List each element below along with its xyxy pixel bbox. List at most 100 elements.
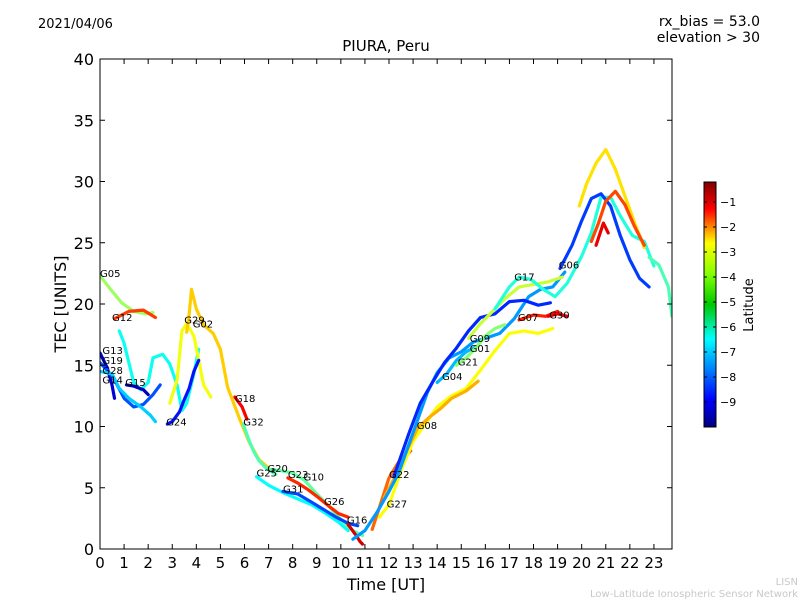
tec-track-29 [577, 148, 646, 250]
tec-track-9 [165, 358, 201, 426]
tec-track-16 [346, 522, 365, 546]
x-tick-label: 14 [428, 554, 447, 572]
colorbar-tick-label: −2 [720, 221, 736, 234]
x-tick-label: 2 [143, 554, 153, 572]
tec-track-18 [377, 326, 555, 519]
y-tick-label: 35 [74, 111, 94, 130]
tec-track-32 [647, 255, 672, 318]
x-tick-label: 18 [524, 554, 543, 572]
x-tick-label: 17 [500, 554, 519, 572]
satellite-label-g13: G13 [102, 346, 122, 357]
y-tick-label: 20 [74, 295, 94, 314]
colorbar-tick-label: −4 [720, 271, 736, 284]
satellite-label-g26: G26 [324, 497, 344, 508]
tec-track-14 [286, 476, 350, 519]
tec-track-23 [454, 323, 507, 367]
x-tick-label: 5 [216, 554, 226, 572]
colorbar-tick-label: −6 [720, 321, 736, 334]
tec-track-0 [100, 274, 155, 316]
x-axis-label: Time [UT] [346, 575, 425, 594]
colorbar-tick-label: −9 [720, 396, 736, 409]
satellite-label-g24: G24 [166, 417, 186, 428]
satellite-label-g30: G30 [549, 311, 569, 322]
elevation-label: elevation > 30 [656, 30, 760, 46]
satellite-label-g16: G16 [347, 515, 367, 526]
x-tick-label: 22 [620, 554, 639, 572]
tec-track-27 [546, 312, 569, 318]
tec-track-21 [392, 298, 552, 479]
satellite-label-g14: G14 [102, 376, 122, 387]
y-tick-label: 25 [74, 234, 94, 253]
colorbar-label: Latitude [742, 278, 757, 332]
tec-track-4 [100, 369, 157, 424]
date-label: 2021/04/06 [38, 17, 113, 32]
x-tick-label: 8 [288, 554, 298, 572]
y-axis-label: TEC [UNITS] [51, 256, 70, 354]
satellite-label-g27: G27 [387, 499, 407, 510]
satellite-label-g10: G10 [304, 472, 324, 483]
plot-frame [99, 58, 673, 550]
x-tick-label: 13 [404, 554, 423, 572]
satellite-label-g25: G25 [257, 469, 277, 480]
x-tick-label: 7 [264, 554, 274, 572]
tec-track-12 [254, 475, 350, 533]
y-tick-label: 40 [74, 50, 94, 69]
chart-info: rx_bias = 53.0 elevation > 30 [657, 14, 760, 46]
satellite-label-g20: G20 [267, 464, 287, 475]
tec-track-30 [589, 189, 646, 247]
satellite-label-g12: G12 [112, 313, 132, 324]
satellite-label-g19: G19 [102, 356, 122, 367]
x-tick-label: 0 [95, 554, 105, 572]
satellite-label-g07: G07 [518, 313, 538, 324]
tec-track-10 [233, 395, 249, 421]
x-tick-label: 3 [167, 554, 177, 572]
rx-bias-label: rx_bias = 53.0 [658, 14, 760, 30]
x-tick-label: 23 [644, 554, 663, 572]
tec-track-1 [112, 308, 157, 321]
satellite-label-g06: G06 [559, 261, 579, 272]
x-tick-label: 12 [379, 554, 398, 572]
chart-title: PIURA, Peru [342, 37, 430, 55]
y-tick-label: 30 [74, 173, 94, 192]
x-tick-label: 1 [119, 554, 129, 572]
x-tick-label: 10 [331, 554, 350, 572]
tec-track-2 [100, 351, 117, 400]
colorbar-tick-label: −8 [720, 371, 736, 384]
tec-track-22 [435, 344, 480, 384]
x-tick-label: 16 [476, 554, 495, 572]
y-tick-label: 15 [74, 356, 94, 375]
satellite-label-g01: G01 [470, 344, 490, 355]
colorbar-tick-label: −3 [720, 246, 736, 259]
tec-track-5 [117, 329, 201, 413]
x-tick-label: 20 [572, 554, 591, 572]
x-tick-label: 6 [240, 554, 250, 572]
satellite-label-g17: G17 [514, 273, 534, 284]
y-tick-label: 10 [74, 418, 94, 437]
y-tick-label: 5 [84, 479, 94, 498]
footer-lisn: LISN [775, 577, 798, 588]
satellite-label-g05: G05 [100, 269, 120, 280]
footer-network: Low-Latitude Ionospheric Sensor Network [590, 589, 798, 600]
tec-track-6 [124, 383, 150, 397]
satellite-label-g28: G28 [102, 366, 122, 377]
x-tick-label: 9 [312, 554, 322, 572]
colorbar [703, 181, 717, 428]
satellite-label-g02: G02 [193, 319, 213, 330]
x-tick-label: 21 [596, 554, 615, 572]
satellite-label-g08: G08 [417, 421, 437, 432]
satellite-label-g22: G22 [389, 470, 409, 481]
tec-track-24 [466, 275, 564, 340]
colorbar-tick-label: −1 [720, 196, 736, 209]
x-tick-label: 11 [355, 554, 374, 572]
satellite-label-g23: G23 [288, 470, 308, 481]
tec-track-31 [594, 221, 610, 247]
satellite-label-g29: G29 [184, 316, 204, 327]
colorbar-tick-label: −7 [720, 346, 736, 359]
satellite-label-g04: G04 [442, 372, 462, 383]
satellite-label-g32: G32 [243, 417, 263, 428]
x-tick-label: 19 [548, 554, 567, 572]
x-tick-label: 15 [452, 554, 471, 572]
satellite-label-g31: G31 [283, 485, 303, 496]
satellite-label-g15: G15 [125, 378, 145, 389]
